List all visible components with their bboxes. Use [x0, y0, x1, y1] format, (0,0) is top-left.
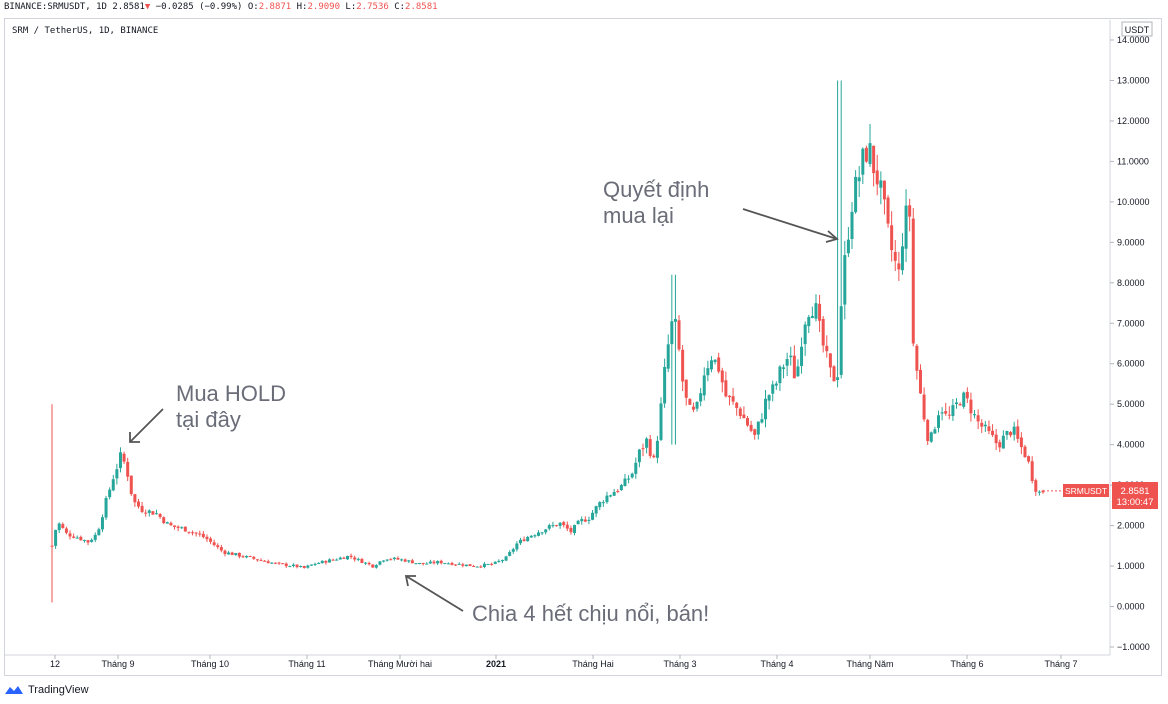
- low-value: 2.7536: [356, 2, 389, 12]
- last-price: 2.8581: [112, 2, 145, 12]
- open-label: O:: [247, 2, 259, 12]
- chart-frame[interactable]: [4, 18, 1162, 676]
- close-value: 2.8581: [405, 2, 438, 12]
- symbol-label[interactable]: BINANCE:SRMUSDT, 1D: [4, 2, 107, 12]
- series-legend[interactable]: SRM / TetherUS, 1D, BINANCE: [12, 26, 159, 36]
- tradingview-logo-icon[interactable]: [4, 684, 24, 696]
- ohlc-header: BINANCE:SRMUSDT, 1D 2.8581▼ −0.0285 (−0.…: [4, 2, 438, 16]
- close-label: C:: [394, 2, 406, 12]
- open-value: 2.8871: [258, 2, 292, 12]
- down-triangle-icon: ▼: [144, 2, 151, 12]
- high-label: H:: [296, 2, 308, 12]
- change-value: −0.0285 (−0.99%): [155, 2, 243, 12]
- low-label: L:: [345, 2, 357, 12]
- high-value: 2.9090: [307, 2, 340, 12]
- footer: TradingView: [4, 682, 89, 698]
- tradingview-brand[interactable]: TradingView: [28, 684, 89, 696]
